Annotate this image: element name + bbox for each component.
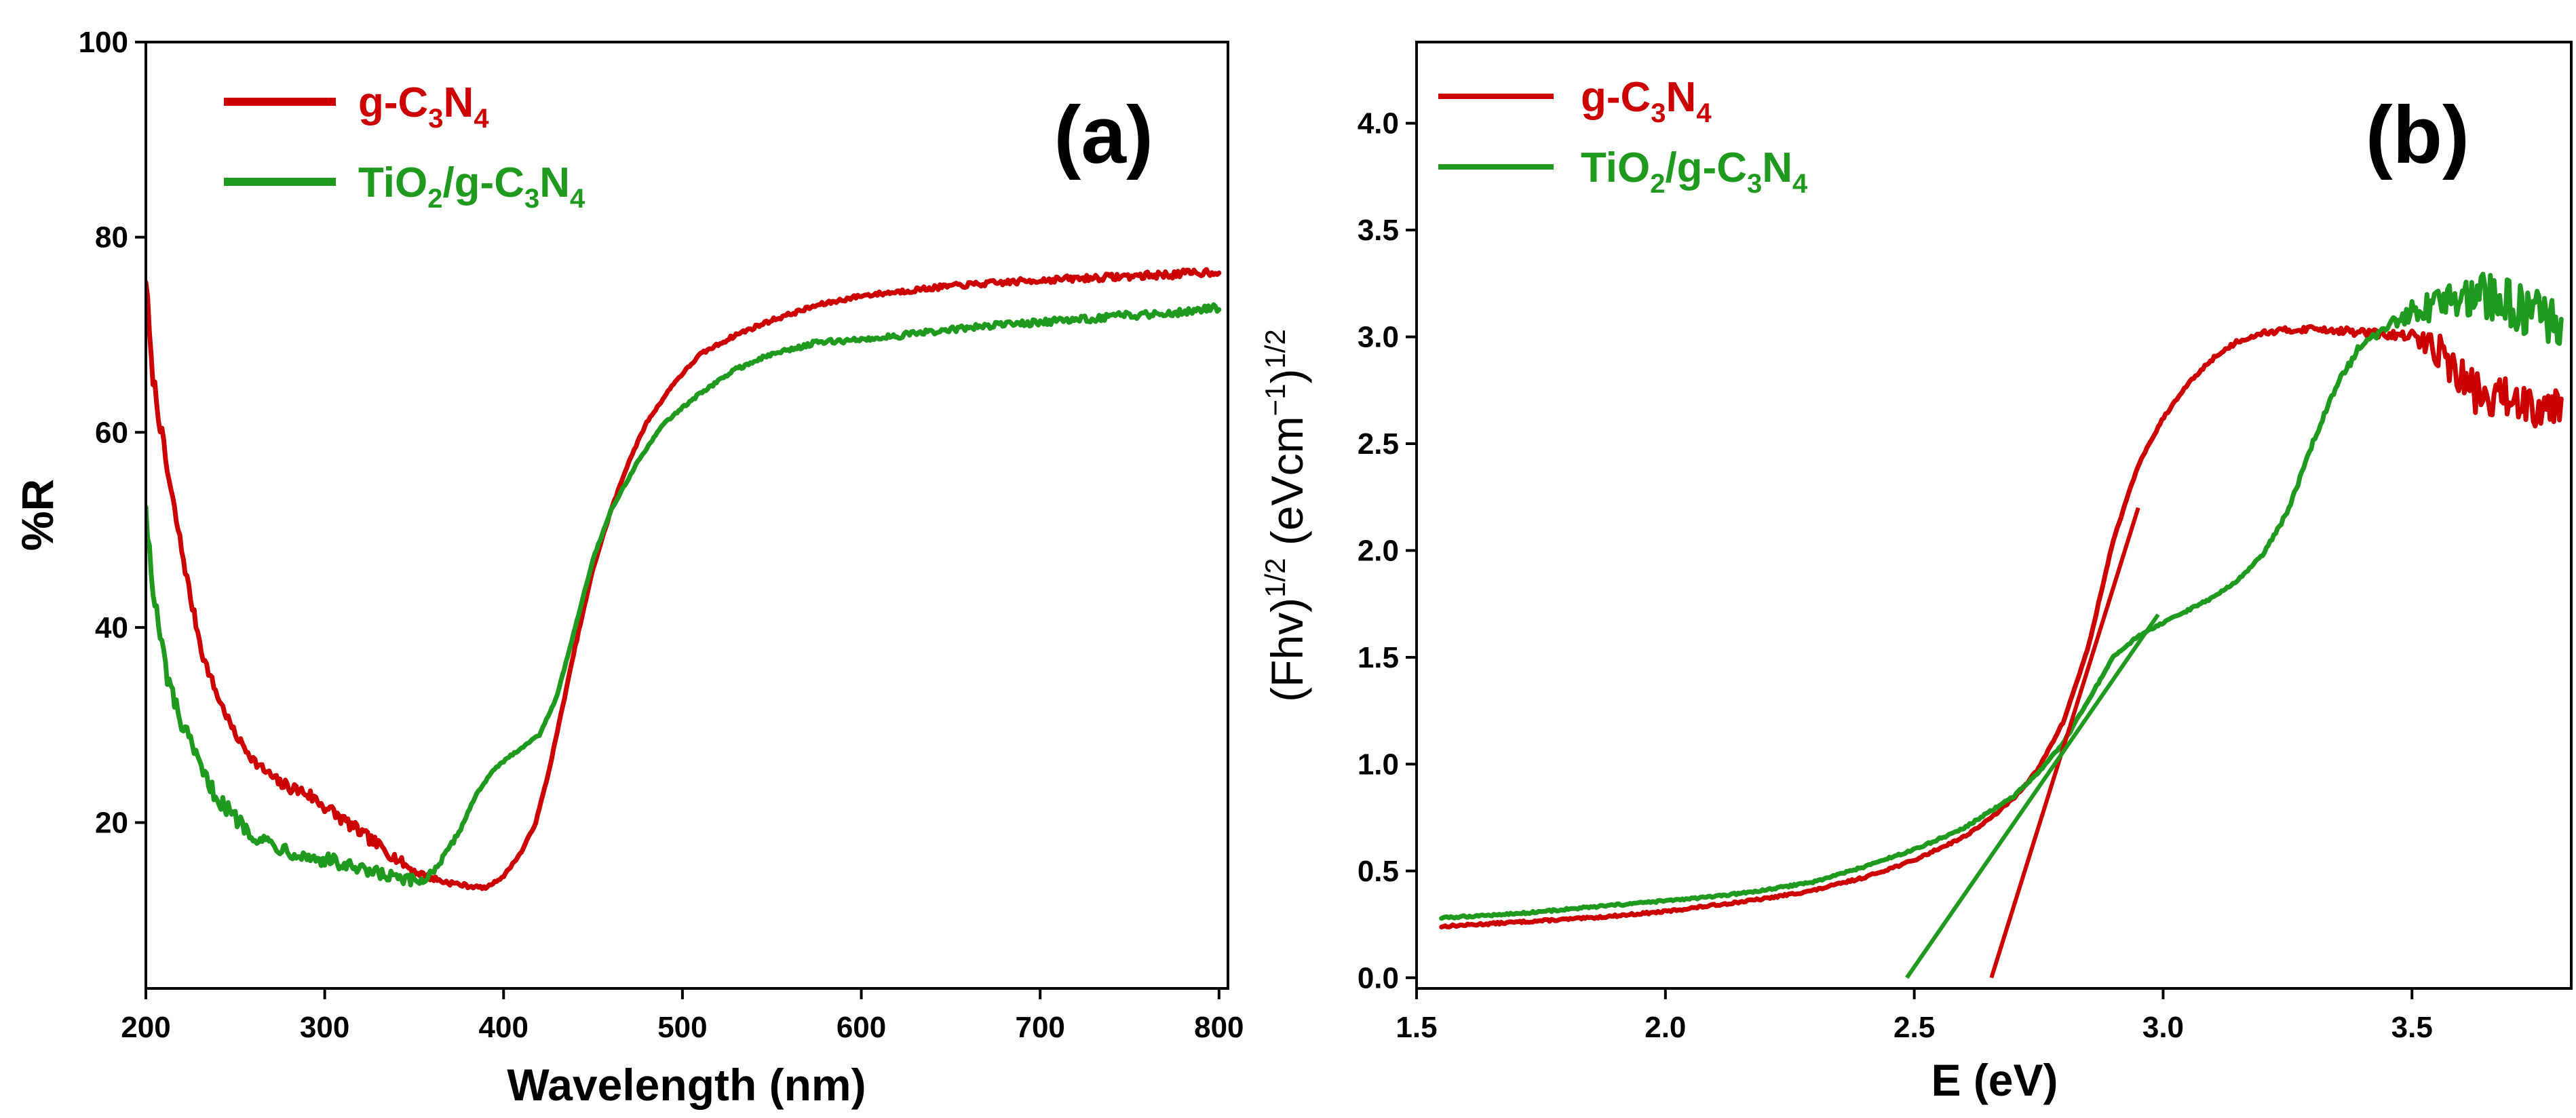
panel-b-plot-frame: [1415, 41, 2573, 990]
panel-a-legend-label-gc3n4: g-C3N4: [358, 79, 489, 134]
panel-a-legend-label-tio2: TiO2/g-C3N4: [358, 159, 585, 214]
panel-b-tangent-red: [1989, 507, 2140, 979]
panel-a-plot-frame: [145, 41, 1229, 990]
panel-a-y-axis-label: %R: [12, 479, 62, 551]
panel-a-x-tick-label: 800: [1194, 1011, 1244, 1044]
panel-b-legend-label-tio2: TiO2/g-C3N4: [1581, 144, 1808, 199]
panel-a-series-red: [146, 267, 1222, 891]
panel-b-x-tick-label: 2.5: [1893, 1011, 1935, 1044]
panel-a-series-layer: [146, 267, 1222, 891]
panel-a-x-axis-label: Wavelength (nm): [507, 1060, 866, 1110]
panel-a-y-tick-label: 40: [95, 611, 128, 644]
panel-b-y-tick-label: 3.0: [1358, 321, 1399, 354]
panel-b-x-axis-label: E (eV): [1931, 1055, 2058, 1105]
panel-b-series-red: [1439, 324, 2564, 929]
panel-b-y-tick-label: 1.0: [1358, 748, 1399, 781]
panel-b-tag: (b): [2366, 90, 2469, 180]
panel-a: 200 300 400 500 600 700 800 20 40 60 80 100 Wavelen…: [12, 26, 1244, 1110]
panel-b-x-tick-label: 2.0: [1645, 1011, 1686, 1044]
panel-b-y-tick-label: 0.5: [1358, 855, 1399, 888]
panel-a-tag: (a): [1054, 90, 1153, 180]
panel-b-ticks-layer: 1.5 2.0 2.5 3.0 3.5 0.0 0.5 1.0 1.5 2.0 2.5 3.0 3.5 4…: [1358, 107, 2433, 1044]
panel-a-series-green: [146, 302, 1222, 887]
panel-b-x-tick-label: 3.5: [2391, 1011, 2433, 1044]
panel-b-y-tick-label: 3.5: [1358, 214, 1399, 247]
panel-b-y-tick-label: 1.5: [1358, 641, 1399, 674]
panel-a-x-tick-label: 600: [837, 1011, 886, 1044]
panel-a-x-tick-label: 300: [300, 1011, 349, 1044]
panel-a-y-tick-label: 80: [95, 221, 128, 254]
panel-a-y-tick-label: 100: [79, 26, 128, 59]
panel-b-y-tick-label: 0.0: [1358, 961, 1399, 995]
panel-a-x-tick-label: 700: [1015, 1011, 1064, 1044]
panel-b-x-tick-label: 1.5: [1396, 1011, 1437, 1044]
panel-a-y-tick-label: 20: [95, 807, 128, 840]
panel-a-x-tick-label: 200: [121, 1011, 170, 1044]
panel-a-x-tick-label: 400: [479, 1011, 528, 1044]
panel-b-series-green: [1439, 271, 2564, 921]
panel-b-legend: g-C3N4 TiO2/g-C3N4: [1438, 74, 1808, 199]
panel-a-legend: g-C3N4 TiO2/g-C3N4: [224, 79, 585, 214]
panel-b-y-tick-label: 4.0: [1358, 107, 1399, 140]
panel-b-x-tick-label: 3.0: [2142, 1011, 2184, 1044]
panel-b-series-layer: [1439, 271, 2564, 979]
panel-b: 1.5 2.0 2.5 3.0 3.5 0.0 0.5 1.0 1.5 2.0 2.5 3.0 3.5 4…: [1259, 41, 2573, 1105]
panel-a-x-tick-label: 500: [657, 1011, 707, 1044]
panel-a-ticks-layer: 200 300 400 500 600 700 800 20 40 60 80 100: [79, 26, 1244, 1044]
panel-b-tangent-green: [1905, 613, 2160, 979]
panel-b-y-tick-label: 2.0: [1358, 534, 1399, 567]
panel-b-y-tick-label: 2.5: [1358, 427, 1399, 461]
panel-b-legend-label-gc3n4: g-C3N4: [1581, 74, 1712, 128]
panel-b-y-axis-label: (Fhv)1/2 (eVcm−1)1/2: [1259, 329, 1312, 702]
panel-a-y-tick-label: 60: [95, 416, 128, 449]
